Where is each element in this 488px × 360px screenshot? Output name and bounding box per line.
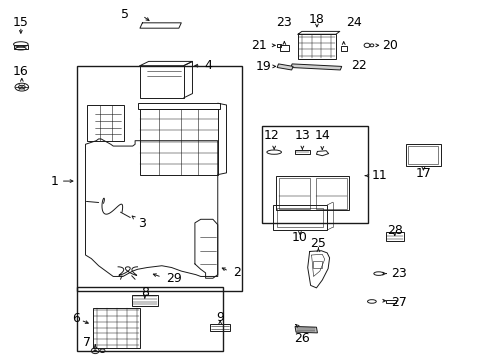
Bar — [87, 105, 123, 141]
Bar — [276, 176, 348, 210]
Text: 29: 29 — [165, 272, 181, 285]
Text: 14: 14 — [314, 129, 329, 142]
Text: 24: 24 — [346, 15, 362, 28]
Text: 22: 22 — [351, 59, 366, 72]
Text: 7: 7 — [83, 336, 91, 349]
Bar — [407, 147, 437, 164]
Bar — [93, 308, 140, 348]
Text: 10: 10 — [291, 231, 307, 244]
Bar — [340, 46, 346, 51]
Bar — [140, 66, 183, 98]
Bar — [405, 144, 440, 166]
Bar — [131, 295, 158, 306]
Bar — [276, 44, 281, 47]
Text: 26: 26 — [293, 332, 309, 345]
Bar — [278, 178, 309, 208]
Text: 1: 1 — [51, 175, 59, 188]
Text: 28: 28 — [386, 224, 402, 237]
Text: 16: 16 — [13, 64, 29, 77]
Text: 20: 20 — [381, 39, 397, 52]
Text: 15: 15 — [13, 16, 29, 29]
Bar — [137, 103, 220, 109]
Text: 12: 12 — [264, 129, 279, 142]
Circle shape — [94, 350, 97, 352]
Text: 4: 4 — [204, 59, 212, 72]
Bar — [77, 287, 222, 351]
Polygon shape — [290, 64, 341, 70]
Bar — [294, 150, 309, 154]
Bar — [276, 208, 323, 227]
Bar — [261, 126, 368, 223]
Text: 3: 3 — [138, 217, 146, 230]
Bar — [77, 66, 242, 291]
Bar — [316, 178, 346, 208]
Text: 11: 11 — [371, 169, 387, 182]
Text: 17: 17 — [415, 167, 430, 180]
Text: 23: 23 — [390, 267, 406, 280]
Text: 13: 13 — [294, 129, 309, 142]
Bar — [385, 232, 403, 241]
Bar — [297, 34, 335, 59]
Text: 8: 8 — [141, 287, 148, 300]
Text: 5: 5 — [121, 8, 129, 21]
Text: 9: 9 — [216, 311, 224, 324]
Text: 19: 19 — [255, 60, 271, 73]
Text: 27: 27 — [390, 296, 407, 309]
Bar — [210, 324, 229, 331]
Bar — [140, 109, 217, 175]
Bar — [14, 45, 28, 49]
Bar — [312, 261, 322, 267]
Text: 2: 2 — [232, 266, 240, 279]
Polygon shape — [294, 327, 317, 333]
Bar — [272, 205, 326, 230]
Text: 6: 6 — [72, 312, 80, 325]
Text: 23: 23 — [276, 15, 292, 28]
Text: 21: 21 — [251, 39, 266, 52]
Polygon shape — [277, 64, 292, 70]
Text: 18: 18 — [308, 13, 324, 27]
Bar — [385, 300, 395, 303]
Text: 25: 25 — [310, 237, 325, 250]
Bar — [280, 45, 288, 51]
